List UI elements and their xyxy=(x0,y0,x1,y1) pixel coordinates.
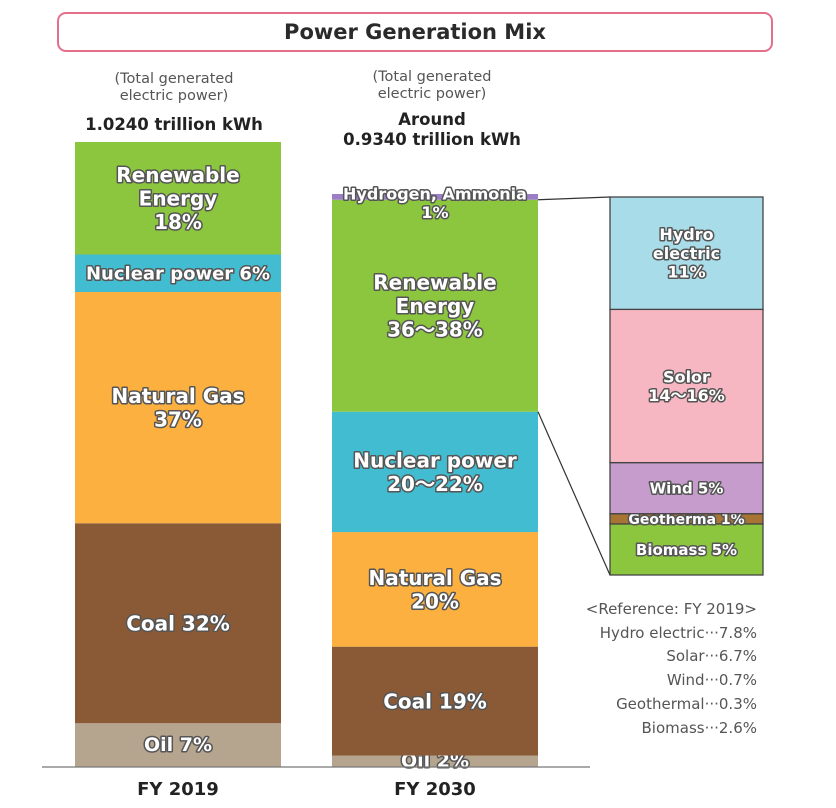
x-tick-fy2030: FY 2030 xyxy=(394,779,476,800)
breakdown-solar-segment xyxy=(609,308,764,464)
fy2030-nuclear-label-line-1: Nuclear power xyxy=(353,448,517,472)
fy2030-nuclear-label-line-2: 20〜22% xyxy=(387,472,483,496)
fy2019-caption-line2: electric power) xyxy=(119,88,229,104)
fy2030-coal-segment xyxy=(332,646,538,756)
fy2030-natural-gas-label-line-2: 20% xyxy=(411,589,459,613)
fy2030-renewable-label-line-2: Energy xyxy=(396,294,475,318)
breakdown-hydro-electric-label-line-2: electric xyxy=(653,244,720,263)
fy2030-total-value: 0.9340 trillion kWh xyxy=(343,130,521,149)
fy2030-total-prefix: Around xyxy=(398,110,466,129)
fy2019-renewable-label-line-1: Renewable xyxy=(116,163,239,187)
breakdown-solar-label-line-1: Solor xyxy=(663,367,710,386)
fy2019-oil-label-line-1: Oil 7% xyxy=(144,734,212,756)
reference-hydro: Hydro electric···7.8% xyxy=(599,623,757,642)
reference-solar: Solar···6.7% xyxy=(666,647,757,666)
breakdown-wind-segment xyxy=(609,461,764,515)
fy2019-nuclear-segment xyxy=(75,254,281,292)
reference-heading: <Reference: FY 2019> xyxy=(585,600,757,618)
x-tick-fy2019: FY 2019 xyxy=(137,779,219,800)
reference-geothermal: Geothermal···0.3% xyxy=(616,694,757,713)
fy2019-caption: (Total generated electric power) xyxy=(84,71,264,105)
fy2030-hydrogen-ammonia-label-line-1: Hydrogen, Ammonia xyxy=(343,184,527,203)
fy2030-renewable-label-line-3: 36〜38% xyxy=(387,317,483,341)
connector-bottom-line xyxy=(537,411,611,576)
breakdown-hydro-electric-label-line-3: 11% xyxy=(667,263,705,282)
reference-wind: Wind···0.7% xyxy=(666,671,757,690)
fy2030-renewable-label-line-1: Renewable xyxy=(373,271,496,295)
fy2030-coal-label-line-1: Coal 19% xyxy=(383,689,487,713)
breakdown-biomass-segment xyxy=(609,523,764,576)
fy2030-total: Around 0.9340 trillion kWh xyxy=(322,110,542,150)
fy2019-renewable-segment xyxy=(75,142,281,255)
fy2019-coal-label-line-1: Coal 32% xyxy=(126,611,230,635)
fy2030-natural-gas-label-line-1: Natural Gas xyxy=(368,566,501,590)
fy2030-caption: (Total generated electric power) xyxy=(342,69,522,103)
fy2030-natural-gas-segment xyxy=(332,532,538,647)
breakdown-wind-label-line-1: Wind 5% xyxy=(650,480,724,498)
fy2019-total: 1.0240 trillion kWh xyxy=(85,115,263,134)
fy2030-renewable-segment xyxy=(332,199,538,412)
chart-title: Power Generation Mix xyxy=(57,12,773,52)
connector-top-line xyxy=(537,196,611,201)
fy2030-hydrogen-ammonia-segment xyxy=(332,194,538,200)
fy2030-caption-line1: (Total generated xyxy=(372,69,492,85)
breakdown-geothermal-label-line-1: Geotherma 1% xyxy=(628,512,744,528)
fy2030-nuclear-segment xyxy=(332,411,538,533)
fy2019-renewable-label-line-2: Energy xyxy=(139,186,218,210)
fy2019-oil-segment xyxy=(75,723,281,767)
fy2019-renewable-label-line-3: 18% xyxy=(154,210,202,234)
fy2030-caption-line2: electric power) xyxy=(377,86,487,102)
fy2019-natural-gas-label-line-1: Natural Gas xyxy=(111,384,244,408)
fy2019-caption-line1: (Total generated xyxy=(114,71,234,87)
breakdown-hydro-electric-label-line-1: Hydro xyxy=(659,225,713,244)
reference-biomass: Biomass···2.6% xyxy=(641,718,757,737)
breakdown-hydro-electric-segment xyxy=(609,196,764,311)
fy2019-natural-gas-label-line-2: 37% xyxy=(154,408,202,432)
breakdown-biomass-label-line-1: Biomass 5% xyxy=(636,541,737,559)
fy2019-nuclear-label-line-1: Nuclear power 6% xyxy=(86,264,270,285)
fy2030-oil-segment xyxy=(332,755,538,767)
breakdown-solar-label-line-2: 14〜16% xyxy=(648,386,725,405)
fy2019-natural-gas-segment xyxy=(75,292,281,524)
fy2030-hydrogen-ammonia-label-line-2: 1% xyxy=(421,203,448,222)
reference-note: <Reference: FY 2019> Hydro electric···7.… xyxy=(586,598,757,740)
fy2019-coal-segment xyxy=(75,523,281,724)
